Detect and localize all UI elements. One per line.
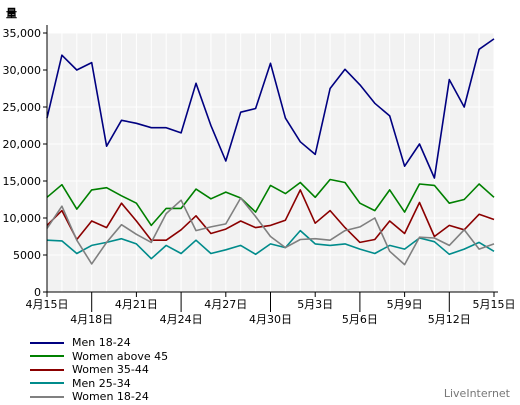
- legend-label: Women 18-24: [72, 390, 149, 404]
- y-tick-label: 10,000: [3, 212, 42, 225]
- y-tick-label: 20,000: [3, 138, 42, 151]
- x-tick-label: 4月21日: [115, 298, 158, 311]
- y-tick-label: 15,000: [3, 175, 42, 188]
- series-line-0[interactable]: [46, 38, 495, 179]
- x-tick-label: 4月15日: [26, 298, 69, 311]
- legend-item-4[interactable]: Women 18-24: [30, 390, 168, 404]
- x-tick-label: 5月12日: [428, 313, 471, 326]
- x-tick-label: 5月3日: [297, 298, 333, 311]
- legend-item-2[interactable]: Women 35-44: [30, 363, 168, 377]
- line-chart: 0 5000 10,000 15,000 20,000 25,000 30,000 35,00…: [3, 7, 516, 326]
- x-tick-label: 4月18日: [70, 313, 113, 326]
- legend-label: Men 25-34: [72, 376, 131, 390]
- x-tick-label: 5月6日: [342, 313, 378, 326]
- y-tick-label: 35,000: [3, 27, 42, 40]
- legend-label: Men 18-24: [72, 336, 131, 350]
- series-line-2[interactable]: [46, 189, 495, 244]
- legend-item-0[interactable]: Men 18-24: [30, 336, 168, 350]
- legend-swatch: [30, 355, 64, 358]
- series-line-4[interactable]: [46, 197, 495, 266]
- x-tick-label: 4月30日: [249, 313, 292, 326]
- x-tick-label: 4月27日: [204, 298, 247, 311]
- y-axis-label: 量: [6, 7, 17, 20]
- legend: Men 18-24 Women above 45 Women 35-44 Men…: [30, 336, 168, 404]
- x-tick-label: 5月9日: [387, 298, 423, 311]
- y-tick-label: 5000: [13, 249, 41, 262]
- legend-swatch: [30, 368, 64, 371]
- legend-item-3[interactable]: Men 25-34: [30, 377, 168, 391]
- series-line-1[interactable]: [46, 178, 495, 227]
- x-tick-label: 5月15日: [473, 298, 516, 311]
- y-tick-label: 30,000: [3, 64, 42, 77]
- y-tick-label: 25,000: [3, 101, 42, 114]
- y-tick-label: 0: [34, 286, 41, 299]
- legend-swatch: [30, 395, 64, 398]
- legend-swatch: [30, 341, 64, 344]
- x-tick-label: 4月24日: [160, 313, 203, 326]
- watermark[interactable]: LiveInternet: [443, 387, 510, 400]
- legend-label: Women 35-44: [72, 363, 149, 377]
- legend-swatch: [30, 382, 64, 385]
- legend-label: Women above 45: [72, 349, 169, 363]
- legend-item-1[interactable]: Women above 45: [30, 350, 168, 364]
